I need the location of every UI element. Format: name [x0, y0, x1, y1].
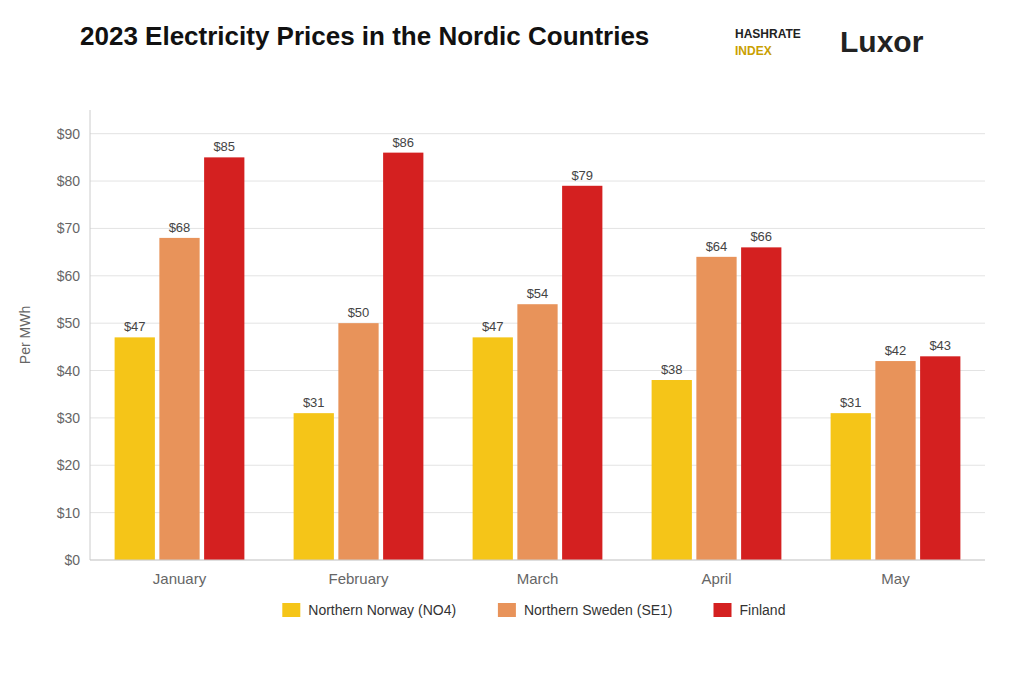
- y-tick-label: $20: [57, 457, 81, 473]
- bar: [383, 153, 423, 560]
- x-tick-label: March: [517, 570, 559, 587]
- y-axis-label: Per MWh: [17, 306, 33, 364]
- bar: [875, 361, 915, 560]
- data-label: $66: [750, 229, 772, 244]
- data-label: $50: [348, 305, 370, 320]
- data-labels: $47 $31 $47 $38 $31 $68 $50 $54 $64 $42 $85 $86 $79 $…: [124, 135, 951, 411]
- y-tick-label: $90: [57, 126, 81, 142]
- data-label: $47: [482, 319, 504, 334]
- y-tick-label: $30: [57, 410, 81, 426]
- y-tick-label: $80: [57, 173, 81, 189]
- bar: [562, 186, 602, 560]
- y-tick-label: $0: [64, 552, 80, 568]
- data-label: $43: [929, 338, 951, 353]
- y-tick-label: $10: [57, 505, 81, 521]
- grid-line: [90, 560, 985, 561]
- x-tick-label: February: [328, 570, 389, 587]
- data-label: $85: [213, 139, 235, 154]
- title: 2023 Electricity Prices in the Nordic Co…: [80, 21, 649, 51]
- annotation: Luxor: [840, 25, 924, 58]
- legend-entry: Northern Sweden (SE1): [524, 602, 673, 618]
- bar: [920, 356, 960, 560]
- legend-swatch: [282, 603, 300, 617]
- grid-line: [90, 133, 985, 134]
- bars: [115, 153, 961, 560]
- bar: [159, 238, 199, 560]
- legend-entry: Finland: [740, 602, 786, 618]
- data-label: $38: [661, 362, 683, 377]
- legend-entry: Northern Norway (NO4): [308, 602, 456, 618]
- chart: 2023 Electricity Prices in the Nordic Co…: [0, 0, 1024, 689]
- bar: [115, 337, 155, 560]
- data-label: $42: [885, 343, 907, 358]
- bar: [741, 247, 781, 560]
- y-tick-label: $40: [57, 363, 81, 379]
- data-label: $79: [571, 168, 593, 183]
- data-label: $47: [124, 319, 146, 334]
- legend-swatch: [498, 603, 516, 617]
- y-axis-line: [90, 110, 91, 560]
- data-label: $31: [303, 395, 325, 410]
- data-label: $54: [527, 286, 549, 301]
- data-label: $86: [392, 135, 414, 150]
- y-tick-label: $50: [57, 315, 81, 331]
- y-tick-label: $70: [57, 220, 81, 236]
- x-tick-label: May: [881, 570, 910, 587]
- data-label: $68: [169, 220, 191, 235]
- y-axis: $0 $10 $20 $30 $40 $50 $60 $70 $80 $90: [57, 126, 985, 568]
- legend: Northern Norway (NO4) Northern Sweden (SE…: [282, 602, 785, 618]
- bar: [473, 337, 513, 560]
- bar: [696, 257, 736, 560]
- bar: [831, 413, 871, 560]
- bar: [294, 413, 334, 560]
- legend-swatch: [714, 603, 732, 617]
- bar: [517, 304, 557, 560]
- x-axis-line: [90, 560, 985, 561]
- y-tick-label: $60: [57, 268, 81, 284]
- data-label: $31: [840, 395, 862, 410]
- data-label: $64: [706, 239, 728, 254]
- annotation: HASHRATE: [735, 27, 801, 41]
- x-tick-label: January: [153, 570, 207, 587]
- bar: [652, 380, 692, 560]
- annotation: INDEX: [735, 44, 772, 58]
- bar: [338, 323, 378, 560]
- x-tick-label: April: [701, 570, 731, 587]
- x-axis: January February March April May: [153, 570, 910, 587]
- bar: [204, 157, 244, 560]
